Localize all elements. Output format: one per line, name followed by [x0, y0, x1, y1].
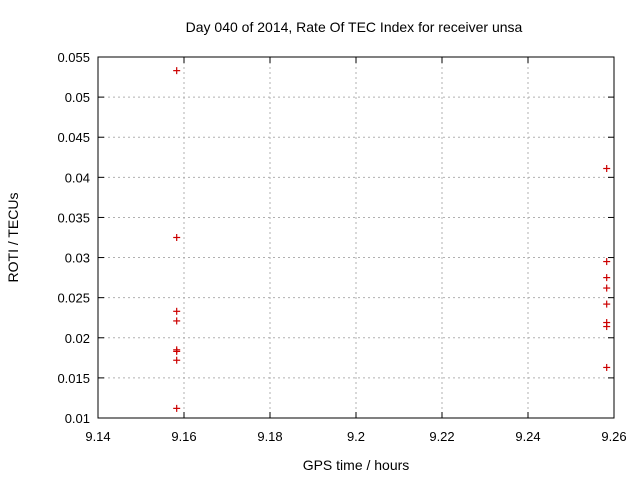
- y-tick-label: 0.035: [57, 210, 90, 225]
- data-point: [173, 67, 181, 75]
- chart-title: Day 040 of 2014, Rate Of TEC Index for r…: [186, 19, 523, 35]
- data-point: [603, 284, 611, 292]
- x-tick-label: 9.16: [171, 429, 196, 444]
- data-points: [173, 67, 611, 412]
- data-point: [173, 234, 181, 241]
- axis-ticks: [97, 56, 615, 419]
- x-axis-title: GPS time / hours: [303, 457, 410, 473]
- y-tick-label: 0.015: [57, 371, 90, 386]
- data-point: [603, 363, 611, 371]
- data-point: [603, 258, 611, 266]
- x-tick-label: 9.22: [429, 429, 454, 444]
- data-point: [603, 323, 611, 331]
- x-tick-label: 9.18: [257, 429, 282, 444]
- data-point: [603, 300, 611, 308]
- y-tick-label: 0.04: [65, 170, 90, 185]
- y-tick-labels: 0.01 0.015 0.02 0.025 0.03 0.035 0.04 0.045 0.05…: [57, 50, 90, 426]
- y-axis-title: ROTI / TECUs: [5, 193, 21, 283]
- grid: [98, 57, 614, 418]
- data-point: [173, 307, 181, 315]
- data-point: [603, 274, 611, 282]
- y-tick-label: 0.03: [65, 251, 90, 266]
- y-tick-label: 0.055: [57, 50, 90, 65]
- y-tick-label: 0.05: [65, 90, 90, 105]
- data-point: [173, 404, 181, 412]
- data-point: [173, 317, 181, 325]
- data-point: [173, 356, 181, 364]
- data-point: [603, 165, 611, 173]
- y-tick-label: 0.02: [65, 331, 90, 346]
- x-tick-label: 9.26: [601, 429, 626, 444]
- y-tick-label: 0.025: [57, 291, 90, 306]
- data-point: [173, 347, 181, 355]
- x-tick-label: 9.24: [515, 429, 540, 444]
- x-tick-labels: 9.14 9.16 9.18 9.2 9.22 9.24 9.26: [85, 429, 626, 444]
- y-tick-label: 0.01: [65, 411, 90, 426]
- y-tick-label: 0.045: [57, 130, 90, 145]
- x-tick-label: 9.14: [85, 429, 110, 444]
- x-tick-label: 9.2: [347, 429, 365, 444]
